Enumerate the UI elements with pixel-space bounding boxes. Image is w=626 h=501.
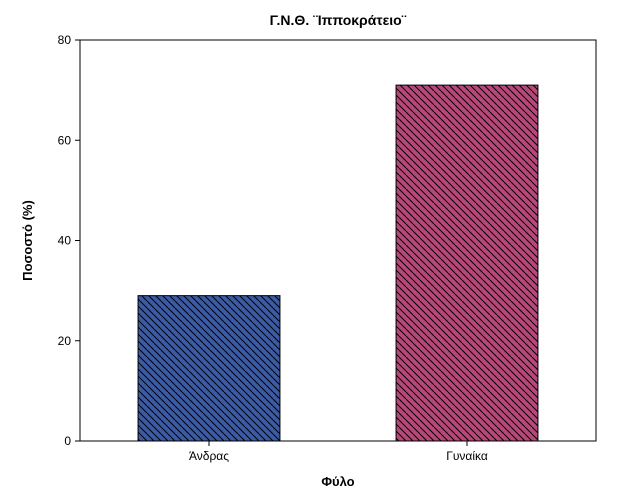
x-tick-label: Γυναίκα (446, 449, 488, 463)
y-tick-label: 60 (58, 133, 72, 147)
y-tick-label: 20 (58, 334, 72, 348)
bar-chart: Γ.Ν.Θ. ¨Ιπποκράτειο¨ 0 20 40 60 80 Ποσοστό (%)… (0, 0, 626, 501)
chart-title: Γ.Ν.Θ. ¨Ιπποκράτειο¨ (270, 12, 407, 28)
bar (396, 85, 538, 441)
y-tick-label: 40 (58, 234, 72, 248)
y-axis-label: Ποσοστό (%) (20, 200, 35, 281)
y-tick-label: 80 (58, 33, 72, 47)
y-tick-label: 0 (64, 434, 71, 448)
chart-container: Γ.Ν.Θ. ¨Ιπποκράτειο¨ 0 20 40 60 80 Ποσοστό (%)… (0, 0, 626, 501)
bar (138, 296, 280, 441)
x-axis-label: Φύλο (321, 474, 354, 489)
x-tick-label: Άνδρας (189, 449, 229, 463)
